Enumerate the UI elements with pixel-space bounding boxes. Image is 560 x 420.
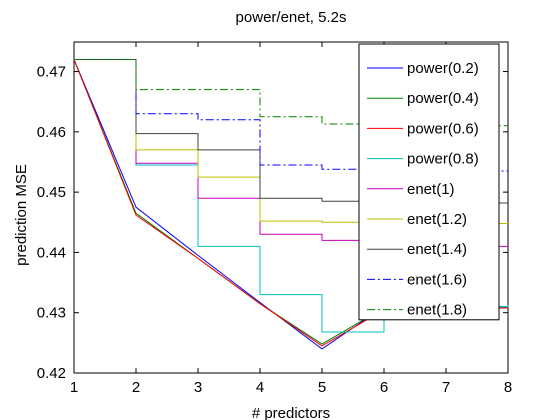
- x-tick-label: 6: [380, 379, 388, 396]
- y-tick-label: 0.47: [37, 64, 66, 81]
- legend: power(0.2) power(0.4) power(0.6) power(0.8)…: [358, 43, 500, 321]
- legend-label: power(0.4): [407, 90, 479, 107]
- x-tick-label: 4: [256, 379, 264, 396]
- legend-label: power(0.8): [407, 151, 479, 168]
- x-tick-label: 5: [318, 379, 326, 396]
- x-tick-label: 3: [194, 379, 202, 396]
- legend-label: enet(1.2): [407, 211, 467, 228]
- y-tick-label: 0.42: [37, 365, 66, 382]
- x-tick-label: 1: [70, 379, 78, 396]
- legend-box: [358, 43, 500, 321]
- y-tick-label: 0.43: [37, 305, 66, 322]
- legend-label: enet(1.8): [407, 302, 467, 319]
- y-tick-label: 0.46: [37, 124, 66, 141]
- legend-label: enet(1): [407, 181, 455, 198]
- x-tick-label: 8: [504, 379, 512, 396]
- legend-label: enet(1.6): [407, 271, 467, 288]
- chart-title: power/enet, 5.2s: [236, 9, 347, 26]
- y-tick-label: 0.45: [37, 184, 66, 201]
- x-tick-label: 2: [132, 379, 140, 396]
- legend-label: enet(1.4): [407, 241, 467, 258]
- legend-label: power(0.2): [407, 60, 479, 77]
- tick-layer: 1 2 3 4 5 6 7 8 0.42 0.43 0.44 0.45 0.46 0.47: [37, 42, 512, 396]
- legend-label: power(0.6): [407, 120, 479, 137]
- x-tick-label: 7: [442, 379, 450, 396]
- y-axis-label: prediction MSE: [13, 164, 30, 266]
- x-axis-label: # predictors: [252, 405, 330, 420]
- y-tick-label: 0.44: [37, 244, 66, 261]
